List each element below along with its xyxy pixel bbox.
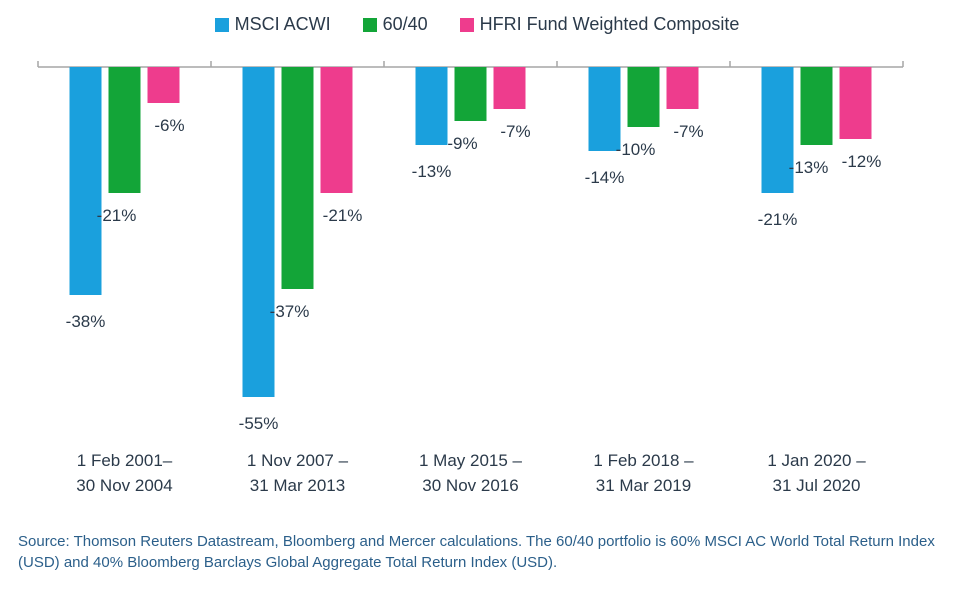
- bar-2-1: [320, 67, 353, 193]
- bar-0-2: [415, 67, 448, 145]
- value-label-1-1: -37%: [270, 302, 310, 321]
- source-note: Source: Thomson Reuters Datastream, Bloo…: [18, 533, 935, 571]
- bar-2-0: [147, 67, 180, 103]
- bar-1-2: [454, 67, 487, 121]
- legend-swatch-0: [214, 17, 229, 32]
- value-label-1-4: -13%: [789, 158, 829, 177]
- legend-label-2: HFRI Fund Weighted Composite: [479, 14, 740, 34]
- value-label-2-4: -12%: [842, 152, 882, 171]
- category-label-1-0: 1 Nov 2007 –: [247, 451, 349, 470]
- bar-2-3: [666, 67, 699, 109]
- value-label-1-3: -10%: [616, 140, 656, 159]
- category-label-3-0: 1 Feb 2018 –: [593, 451, 694, 470]
- category-label-3-1: 31 Mar 2019: [596, 476, 691, 495]
- category-label-4-0: 1 Jan 2020 –: [767, 451, 866, 470]
- category-label-0-0: 1 Feb 2001–: [77, 451, 173, 470]
- bar-1-3: [627, 67, 660, 127]
- legend-swatch-1: [362, 17, 377, 32]
- bar-1-1: [281, 67, 314, 289]
- value-label-1-2: -9%: [447, 134, 477, 153]
- legend-item-2: HFRI Fund Weighted Composite: [459, 14, 740, 35]
- category-label-2-0: 1 May 2015 –: [419, 451, 523, 470]
- value-label-1-0: -21%: [97, 206, 137, 225]
- bar-chart: -38% -21% -6% 1 Feb 2001– 30 Nov 2004 -55% -37…: [37, 61, 904, 495]
- bar-2-4: [839, 67, 872, 139]
- category-label-0-1: 30 Nov 2004: [76, 476, 172, 495]
- value-label-2-2: -7%: [500, 122, 530, 141]
- value-label-0-4: -21%: [758, 210, 798, 229]
- value-label-0-0: -38%: [66, 312, 106, 331]
- category-label-2-1: 30 Nov 2016: [422, 476, 518, 495]
- legend-label-1: 60/40: [382, 14, 428, 34]
- bar-0-4: [761, 67, 794, 193]
- legend-swatch-2: [459, 17, 474, 32]
- value-label-0-1: -55%: [239, 414, 279, 433]
- value-label-2-0: -6%: [154, 116, 184, 135]
- value-label-2-3: -7%: [673, 122, 703, 141]
- value-label-2-1: -21%: [323, 206, 363, 225]
- value-label-0-3: -14%: [585, 168, 625, 187]
- bar-0-1: [242, 67, 275, 397]
- legend-item-0: MSCI ACWI: [214, 14, 331, 35]
- chart-legend: MSCI ACWI 60/40 HFRI Fund Weighted Composi…: [0, 14, 954, 35]
- bar-0-0: [69, 67, 102, 295]
- bar-1-0: [108, 67, 141, 193]
- legend-item-1: 60/40: [362, 14, 428, 35]
- legend-label-0: MSCI ACWI: [234, 14, 331, 34]
- value-label-0-2: -13%: [412, 162, 452, 181]
- category-label-4-1: 31 Jul 2020: [773, 476, 861, 495]
- bar-0-3: [588, 67, 621, 151]
- bar-2-2: [493, 67, 526, 109]
- category-label-1-1: 31 Mar 2013: [250, 476, 345, 495]
- bar-1-4: [800, 67, 833, 145]
